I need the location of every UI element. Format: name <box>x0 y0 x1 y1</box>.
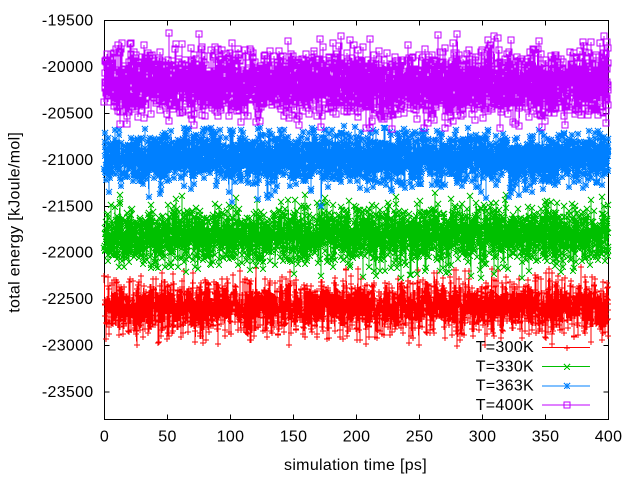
svg-text:simulation time [ps]: simulation time [ps] <box>284 457 427 474</box>
svg-text:-19500: -19500 <box>42 13 94 30</box>
svg-text:-21000: -21000 <box>42 152 94 169</box>
svg-text:-20500: -20500 <box>42 105 94 122</box>
svg-text:200: 200 <box>343 429 371 446</box>
svg-text:250: 250 <box>406 429 434 446</box>
svg-text:350: 350 <box>532 429 560 446</box>
svg-text:T=400K: T=400K <box>476 397 534 414</box>
svg-text:150: 150 <box>280 429 308 446</box>
svg-text:-22000: -22000 <box>42 245 94 262</box>
svg-text:-22500: -22500 <box>42 291 94 308</box>
svg-text:0: 0 <box>100 429 109 446</box>
svg-text:T=330K: T=330K <box>476 358 534 375</box>
svg-text:300: 300 <box>469 429 497 446</box>
svg-text:-20000: -20000 <box>42 59 94 76</box>
svg-text:T=363K: T=363K <box>476 378 534 395</box>
svg-text:-21500: -21500 <box>42 198 94 215</box>
svg-text:-23500: -23500 <box>42 384 94 401</box>
svg-text:400: 400 <box>595 429 623 446</box>
svg-text:50: 50 <box>158 429 176 446</box>
svg-text:T=300K: T=300K <box>476 339 534 356</box>
svg-text:-23000: -23000 <box>42 338 94 355</box>
svg-text:total energy [kJoule/mol]: total energy [kJoule/mol] <box>7 132 24 313</box>
svg-text:100: 100 <box>217 429 245 446</box>
